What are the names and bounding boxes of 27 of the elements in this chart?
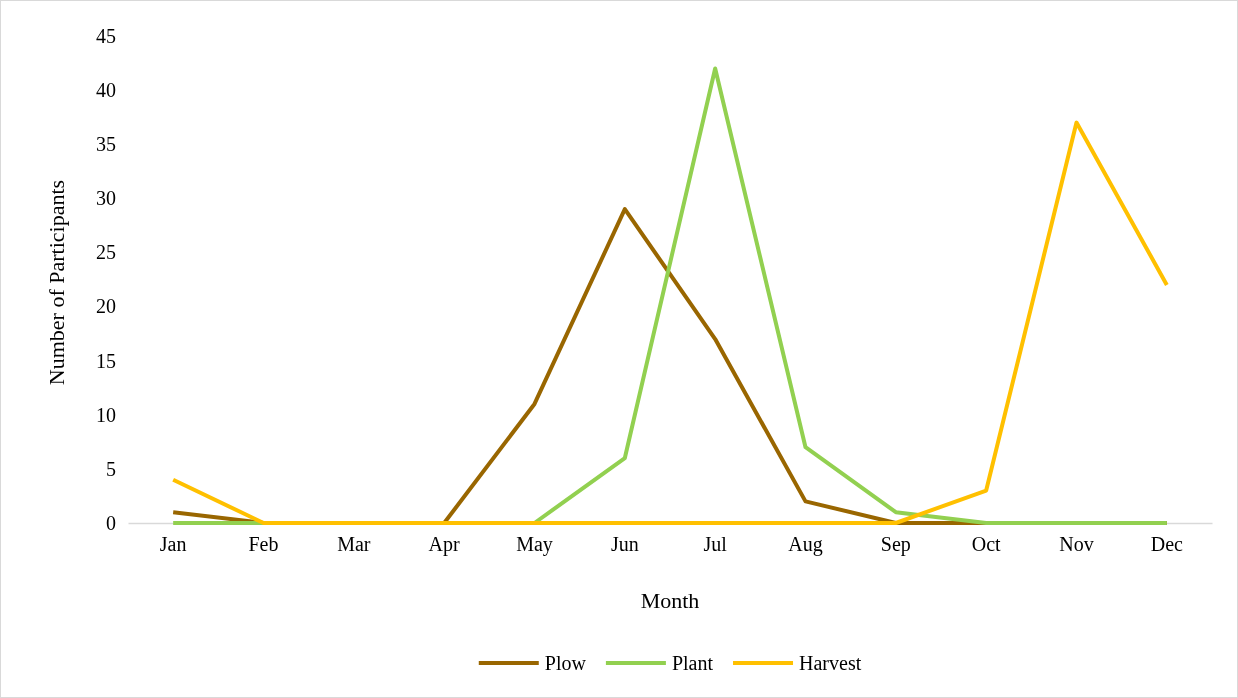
x-tick-label: Jun xyxy=(610,533,639,556)
x-tick-label: Jan xyxy=(159,533,187,556)
x-tick-label: Jul xyxy=(703,533,728,556)
y-tick-label: 10 xyxy=(96,403,116,426)
x-tick-label: Oct xyxy=(971,533,1002,556)
legend-label: Plant xyxy=(671,652,714,674)
x-tick-label: May xyxy=(516,533,553,557)
x-tick-label: Mar xyxy=(337,533,371,556)
y-tick-label: 5 xyxy=(106,457,116,480)
x-tick-label: Dec xyxy=(1150,533,1184,556)
y-tick-label: 30 xyxy=(96,187,116,210)
x-tick-label: Feb xyxy=(248,533,279,556)
x-tick-label: Aug xyxy=(788,533,823,557)
legend-label: Harvest xyxy=(799,652,862,674)
y-tick-label: 25 xyxy=(96,241,116,264)
y-tick-label: 45 xyxy=(96,24,116,47)
y-tick-label: 0 xyxy=(106,511,116,534)
y-tick-label: 40 xyxy=(96,79,116,102)
x-tick-label: Nov xyxy=(1059,533,1094,556)
y-tick-label: 15 xyxy=(96,349,116,372)
x-tick-label: Sep xyxy=(880,533,911,557)
x-axis-title: Month xyxy=(640,588,700,613)
y-tick-label: 20 xyxy=(96,295,116,318)
x-tick-label: Apr xyxy=(428,533,461,557)
y-tick-label: 35 xyxy=(96,133,116,156)
y-axis-title: Number of Participants xyxy=(44,179,69,386)
legend-label: Plow xyxy=(544,652,587,674)
